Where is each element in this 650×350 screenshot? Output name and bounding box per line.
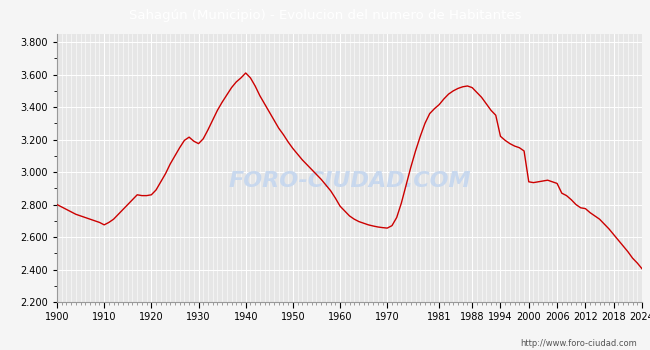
Text: FORO-CIUDAD.COM: FORO-CIUDAD.COM (228, 172, 471, 191)
Text: http://www.foro-ciudad.com: http://www.foro-ciudad.com (520, 339, 637, 348)
Text: Sahagún (Municipio) - Evolucion del numero de Habitantes: Sahagún (Municipio) - Evolucion del nume… (129, 9, 521, 22)
